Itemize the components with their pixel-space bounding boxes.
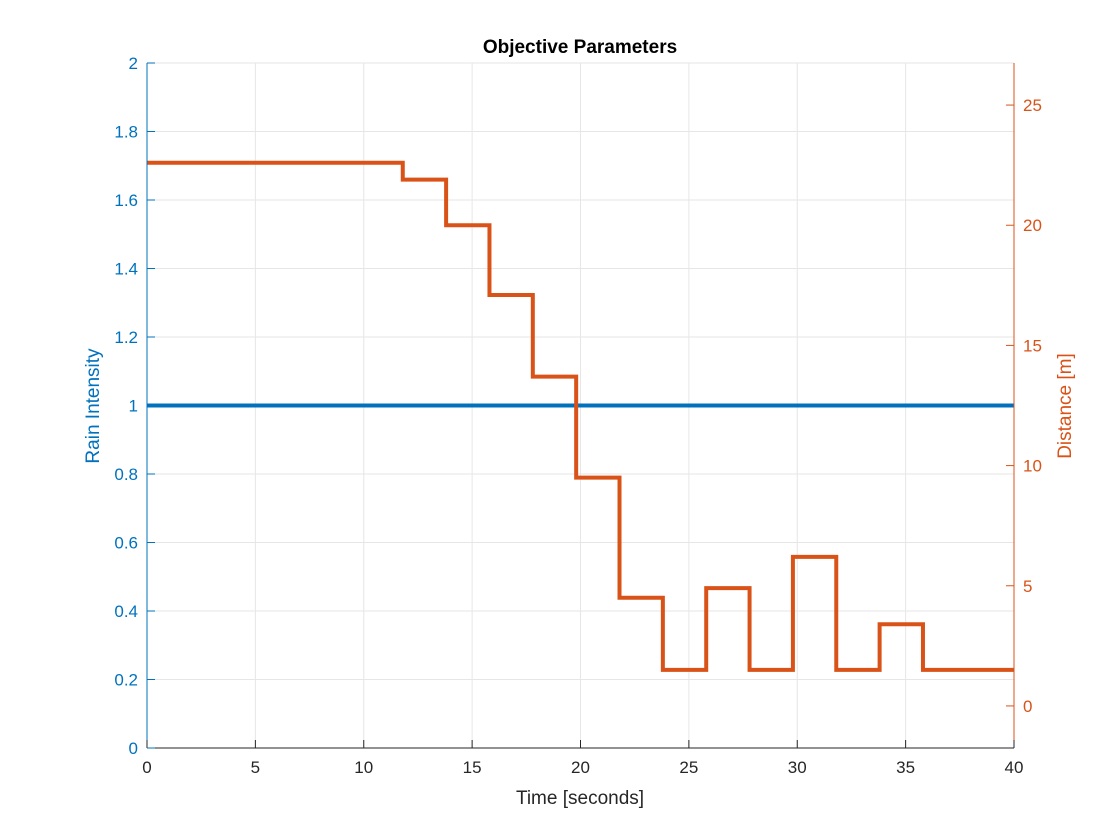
- y-right-tick-label: 0: [1023, 697, 1032, 716]
- x-tick-label: 40: [1005, 758, 1024, 777]
- y-left-tick-label: 0.2: [114, 671, 138, 690]
- y-left-tick-label: 0.8: [114, 465, 138, 484]
- axes: [146, 62, 1015, 749]
- y-right-tick-label: 15: [1023, 336, 1042, 355]
- y-axis-label-left: Rain Intensity: [83, 348, 104, 464]
- x-tick-label: 30: [788, 758, 807, 777]
- x-tick-label: 5: [251, 758, 260, 777]
- y-right-tick-label: 5: [1023, 577, 1032, 596]
- y-left-tick-label: 1.2: [114, 328, 138, 347]
- chart-title: Objective Parameters: [483, 37, 677, 58]
- x-tick-label: 10: [354, 758, 373, 777]
- y-left-tick-label: 0: [129, 739, 138, 758]
- y-left-tick-label: 1: [129, 397, 138, 416]
- y-right-tick-label: 25: [1023, 96, 1042, 115]
- y-right-tick-label: 20: [1023, 216, 1042, 235]
- x-tick-label: 35: [896, 758, 915, 777]
- y-left-tick-label: 1.4: [114, 260, 138, 279]
- x-tick-label: 20: [571, 758, 590, 777]
- grid: [146, 62, 1015, 749]
- tick-labels: 0 5 10 15 20 25 30 35 4000.20.40.60.811.21.41.61…: [114, 54, 1042, 777]
- y-left-tick-label: 2: [129, 54, 138, 73]
- y-left-tick-label: 0.6: [114, 534, 138, 553]
- x-tick-label: 15: [463, 758, 482, 777]
- y-left-tick-label: 1.6: [114, 191, 138, 210]
- x-axis-label: Time [seconds]: [516, 788, 644, 809]
- x-tick-label: 25: [679, 758, 698, 777]
- x-tick-label: 0: [142, 758, 151, 777]
- y-left-tick-label: 1.8: [114, 123, 138, 142]
- distance-series-line: [147, 160, 1014, 672]
- plot-series: [147, 160, 1014, 672]
- y-right-tick-label: 10: [1023, 457, 1042, 476]
- y-left-tick-label: 0.4: [114, 602, 138, 621]
- y-axis-label-right: Distance [m]: [1055, 353, 1076, 459]
